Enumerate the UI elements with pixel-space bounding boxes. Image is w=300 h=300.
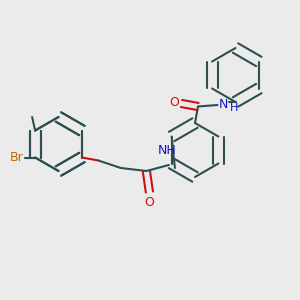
Text: Br: Br (9, 151, 23, 164)
Text: O: O (144, 196, 154, 209)
Text: H: H (230, 103, 238, 113)
Text: N: N (219, 98, 228, 112)
Text: NH: NH (158, 145, 177, 158)
Text: O: O (169, 95, 179, 109)
